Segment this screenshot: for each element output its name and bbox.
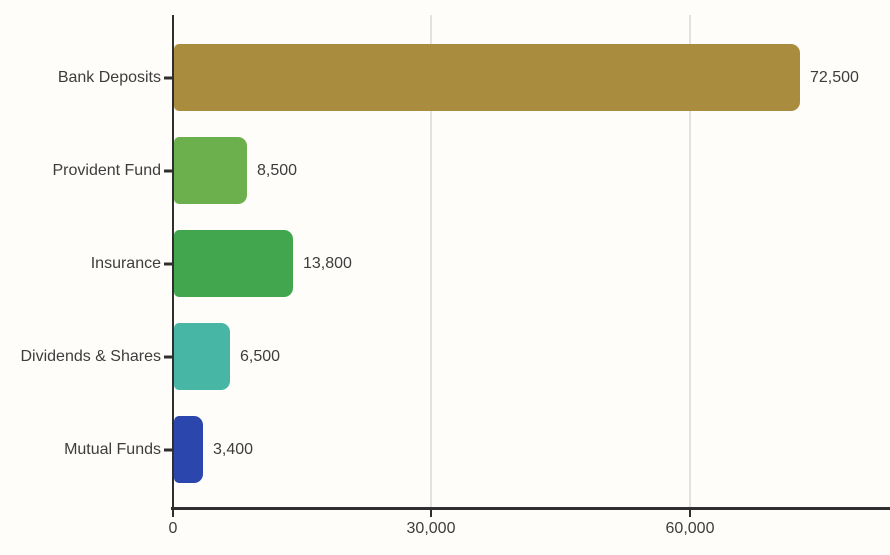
value-label: 3,400 (213, 440, 254, 458)
x-axis-tick-label: 30,000 (406, 520, 456, 537)
x-axis-tick (430, 510, 432, 517)
bar-dividends-shares[interactable] (174, 323, 230, 390)
y-axis-tick (164, 76, 172, 79)
x-axis-line (171, 507, 890, 510)
value-label: 6,500 (240, 347, 281, 365)
y-axis-tick (164, 355, 172, 358)
category-label: Provident Fund (52, 161, 161, 179)
y-axis-line (172, 15, 174, 510)
y-axis-tick (164, 262, 172, 265)
category-label: Dividends & Shares (20, 347, 161, 365)
bar-provident-fund[interactable] (174, 137, 247, 204)
value-label: 72,500 (810, 68, 859, 86)
category-label: Insurance (90, 254, 161, 272)
bar-bank-deposits[interactable] (174, 44, 800, 111)
gridline (689, 15, 691, 507)
category-label: Mutual Funds (64, 440, 161, 458)
y-axis-tick (164, 169, 172, 172)
category-label: Bank Deposits (57, 68, 161, 86)
value-label: 13,800 (303, 254, 352, 272)
gridline (430, 15, 432, 507)
bar-mutual-funds[interactable] (174, 416, 203, 483)
x-axis-tick (689, 510, 691, 517)
y-axis-tick (164, 448, 172, 451)
x-axis-tick-label: 0 (168, 520, 178, 537)
bar-insurance[interactable] (174, 230, 293, 297)
x-axis-tick-label: 60,000 (665, 520, 715, 537)
x-axis-tick (172, 510, 174, 517)
value-label: 8,500 (257, 161, 298, 179)
